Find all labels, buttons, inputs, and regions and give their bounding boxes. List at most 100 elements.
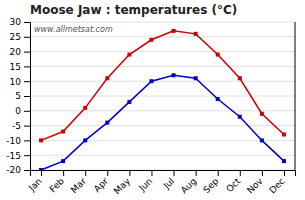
x-tick-label: Apr — [92, 176, 110, 194]
point — [105, 121, 109, 125]
y-tick-mark — [24, 52, 30, 53]
y-tick-label: 20 — [10, 47, 22, 57]
point — [127, 100, 131, 104]
y-tick: 20 — [10, 47, 30, 57]
point — [39, 168, 43, 170]
x-tick-label: Dec — [267, 176, 286, 195]
y-tick-label: 15 — [10, 62, 21, 72]
x-tick: Jan — [26, 170, 44, 194]
x-tick-label: Oct — [224, 176, 242, 194]
point — [282, 132, 286, 136]
x-tick-label: Sep — [201, 176, 220, 195]
x-tick-mark — [85, 170, 86, 176]
y-tick-mark — [24, 170, 30, 171]
y-tick-label: 25 — [10, 32, 21, 42]
x-tick: Oct — [224, 170, 242, 194]
point — [149, 38, 153, 42]
x-tick-label: Aug — [179, 176, 199, 196]
y-tick: 5 — [15, 91, 30, 101]
x-tick: Sep — [201, 170, 220, 195]
x-tick: Feb — [48, 170, 67, 194]
x-tick-label: Mar — [69, 176, 88, 195]
annotation: www.allmetsat.com — [34, 25, 113, 34]
x-tick: Aug — [179, 170, 199, 195]
y-tick-mark — [24, 37, 30, 38]
x-tick: Jun — [136, 170, 154, 194]
point — [238, 76, 242, 80]
point — [194, 32, 198, 36]
point — [127, 53, 131, 57]
y-tick: -20 — [6, 165, 30, 175]
y-tick: 25 — [10, 32, 30, 42]
x-tick-mark — [240, 170, 241, 176]
grid-line — [30, 22, 295, 23]
y-tick-label: -20 — [6, 165, 21, 175]
frame-line — [295, 22, 296, 170]
y-tick-label: 10 — [10, 77, 22, 87]
x-tick: Dec — [267, 170, 286, 195]
point — [83, 106, 87, 110]
grid — [30, 22, 295, 170]
y-tick-mark — [24, 126, 30, 127]
x-tick-label: Nov — [245, 176, 265, 196]
y-tick-label: 5 — [15, 91, 21, 101]
point — [39, 138, 43, 142]
y-tick-mark — [24, 22, 30, 23]
x-tick: Nov — [245, 170, 265, 195]
x-tick-label: Feb — [48, 176, 67, 195]
x-tick-mark — [262, 170, 263, 176]
series-group — [39, 29, 286, 170]
plot: -20-15-10-5051015202530JanFebMarAprMayJu… — [6, 17, 295, 196]
grid-line — [30, 110, 295, 111]
x-tick-mark — [174, 170, 175, 176]
series — [39, 29, 286, 143]
series-line — [41, 75, 284, 170]
y-tick-mark — [24, 81, 30, 82]
y-tick-label: -15 — [6, 151, 21, 161]
point — [61, 159, 65, 163]
x-tick-label: May — [112, 176, 133, 197]
point — [238, 115, 242, 119]
y-tick: 0 — [15, 106, 30, 116]
y-axis-line — [24, 23, 31, 171]
y-tick: -15 — [6, 151, 30, 161]
grid-line — [30, 36, 295, 37]
grid-line — [30, 51, 295, 52]
y-tick-mark — [24, 96, 30, 97]
point — [260, 138, 264, 142]
x-axis-line — [31, 171, 296, 177]
y-tick-mark — [24, 66, 30, 67]
point — [172, 73, 176, 77]
point — [282, 159, 286, 163]
grid-line — [30, 96, 295, 97]
point — [105, 76, 109, 80]
point — [149, 79, 153, 83]
y-tick: 10 — [10, 77, 30, 87]
x-tick: Apr — [92, 170, 110, 194]
x-tick-mark — [151, 170, 152, 176]
point — [216, 53, 220, 57]
grid-line — [30, 81, 295, 82]
x-tick-label: Jun — [136, 176, 154, 194]
y-tick-label: -10 — [6, 136, 21, 146]
x-tick-mark — [41, 170, 42, 176]
y-tick-mark — [24, 155, 30, 156]
x-tick-mark — [63, 170, 64, 176]
y-tick-mark — [24, 111, 30, 112]
x-tick-mark — [196, 170, 197, 176]
x-tick-mark — [107, 170, 108, 176]
y-tick: -5 — [12, 121, 30, 131]
point — [216, 97, 220, 101]
series — [39, 73, 286, 170]
y-tick-label: -5 — [12, 121, 21, 131]
grid-line — [30, 140, 295, 141]
y-tick: -10 — [6, 136, 30, 146]
grid-line — [30, 66, 295, 67]
point — [61, 130, 65, 134]
point — [172, 29, 176, 33]
x-tick-mark — [129, 170, 130, 176]
y-tick: 30 — [10, 17, 30, 27]
title: Moose Jaw : temperatures (°C) — [30, 3, 237, 17]
x-tick: Mar — [69, 170, 88, 195]
x-tick: Jul — [161, 170, 176, 191]
